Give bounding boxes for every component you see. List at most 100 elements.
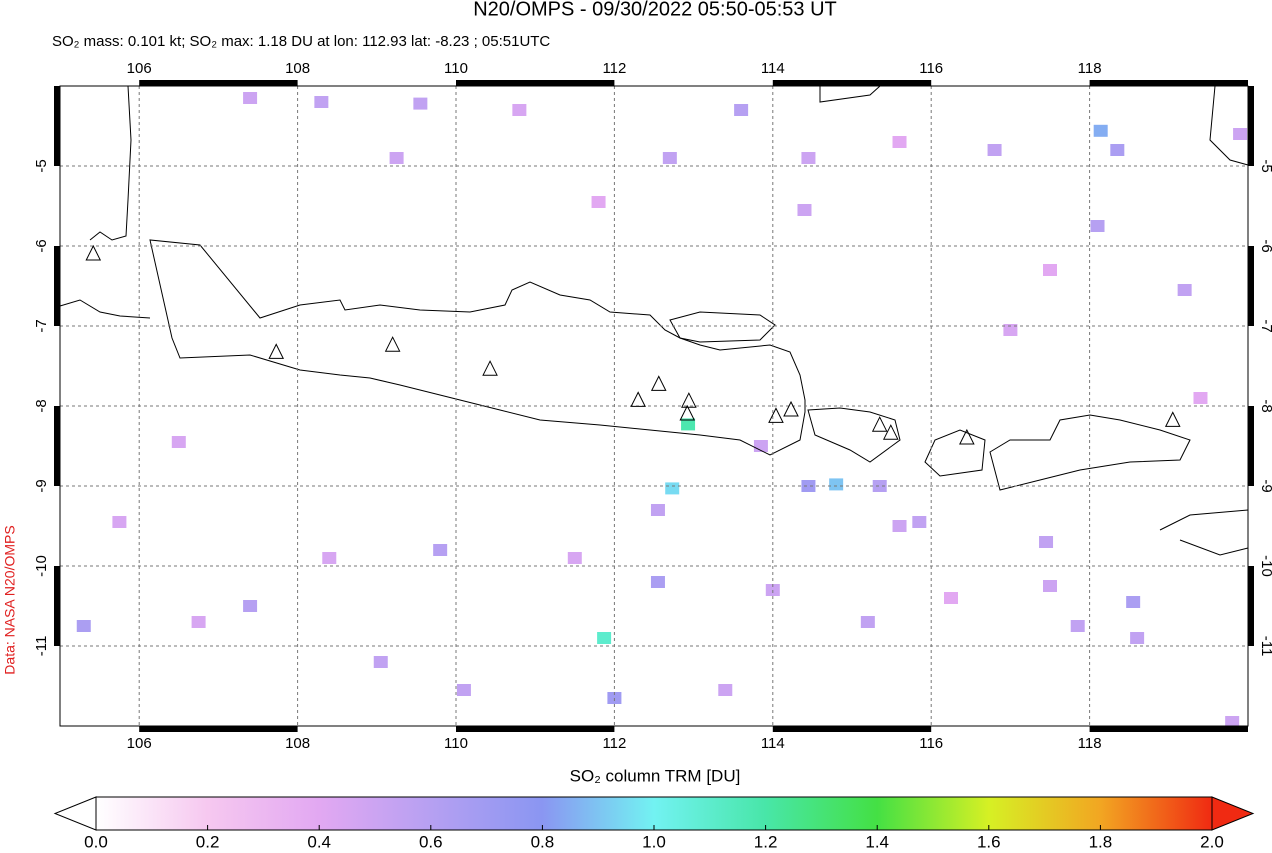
frame-bar bbox=[54, 86, 60, 166]
so2-pixel bbox=[860, 616, 875, 628]
so2-pixel bbox=[512, 104, 527, 116]
frame-bar bbox=[1089, 726, 1248, 732]
so2-pixel bbox=[987, 144, 1002, 156]
colorbar-low-arrow bbox=[53, 796, 97, 831]
frame-bar bbox=[54, 406, 60, 486]
so2-pixel bbox=[373, 656, 388, 668]
so2-pixel bbox=[322, 552, 337, 564]
coastline bbox=[819, 85, 881, 103]
y-tick-label: -6 bbox=[33, 239, 50, 252]
y-tick-label: -7 bbox=[1258, 319, 1272, 332]
coastlines bbox=[59, 85, 1249, 556]
coastline bbox=[59, 299, 151, 319]
colorbar-tick-label: 0.6 bbox=[419, 832, 443, 851]
x-tick-label: 106 bbox=[127, 735, 152, 752]
colorbar-tick-label: 0.8 bbox=[531, 832, 555, 851]
so2-pixel bbox=[76, 620, 91, 632]
colorbar-label: SO₂ column TRM [DU] bbox=[570, 766, 741, 785]
y-tick-label: -6 bbox=[1258, 239, 1272, 252]
volcano bbox=[1164, 411, 1181, 427]
coastline bbox=[989, 414, 1191, 491]
volcano bbox=[384, 336, 401, 352]
volcano bbox=[268, 343, 285, 359]
coastline bbox=[89, 85, 132, 241]
so2-pixel bbox=[650, 576, 665, 588]
y-tick-label: -9 bbox=[33, 479, 50, 492]
so2-pixel bbox=[243, 600, 258, 612]
colorbar-tick-label: 2.0 bbox=[1200, 832, 1224, 851]
so2-pixel bbox=[112, 516, 127, 528]
so2-pixel bbox=[1233, 128, 1248, 140]
volcano bbox=[85, 244, 102, 261]
y-tick-label: -10 bbox=[33, 555, 50, 577]
y-tick-label: -5 bbox=[1258, 159, 1272, 172]
frame-bar bbox=[456, 80, 615, 86]
so2-pixel bbox=[892, 520, 907, 532]
so2-pixel bbox=[567, 552, 582, 564]
frame-bar bbox=[456, 726, 615, 732]
so2-pixel bbox=[944, 592, 958, 604]
volcano bbox=[871, 416, 888, 432]
x-tick-label: 118 bbox=[1078, 735, 1102, 752]
frame-bar bbox=[1248, 566, 1254, 646]
so2-pixel bbox=[591, 196, 606, 208]
coastline bbox=[149, 239, 806, 456]
so2-pixel bbox=[872, 480, 887, 492]
so2-pixel bbox=[433, 544, 448, 556]
x-tick-label: 114 bbox=[761, 60, 785, 77]
x-tick-label: 108 bbox=[285, 735, 310, 752]
frame-bar bbox=[1089, 80, 1248, 86]
colorbar-tick-label: 1.2 bbox=[754, 832, 778, 851]
so2-pixel bbox=[1039, 536, 1054, 548]
so2-pixel bbox=[801, 480, 816, 492]
coastline bbox=[924, 429, 986, 477]
so2-pixel bbox=[665, 482, 680, 495]
coastline bbox=[807, 407, 901, 463]
so2-pixel bbox=[389, 152, 404, 164]
colorbar bbox=[95, 796, 1213, 831]
so2-pixel bbox=[801, 152, 816, 164]
volcano bbox=[650, 375, 667, 391]
colorbar-tick-label: 0.2 bbox=[196, 832, 220, 851]
so2-pixel bbox=[597, 632, 612, 644]
x-tick-label: 110 bbox=[444, 735, 468, 752]
x-tick-label: 112 bbox=[602, 735, 626, 752]
so2-pixel bbox=[797, 204, 812, 216]
so2-pixel bbox=[1090, 220, 1105, 232]
so2-pixel bbox=[1110, 144, 1125, 156]
colorbar-tick-label: 1.0 bbox=[642, 832, 666, 851]
so2-pixel bbox=[662, 152, 677, 164]
x-tick-label: 110 bbox=[444, 60, 468, 77]
so2-pixel bbox=[243, 92, 258, 104]
volcano bbox=[482, 360, 498, 376]
frame-bar bbox=[1248, 86, 1254, 166]
so2-pixel bbox=[1193, 392, 1208, 404]
so2-pixel bbox=[892, 136, 907, 148]
so2-pixel bbox=[1130, 632, 1145, 644]
so2-pixel bbox=[1043, 264, 1057, 276]
x-tick-label: 116 bbox=[919, 60, 943, 77]
credit: Data: NASA N20/OMPS bbox=[2, 525, 18, 674]
volcano bbox=[882, 424, 899, 440]
so2-pixel bbox=[1070, 620, 1085, 632]
chart-subtitle: SO₂ mass: 0.101 kt; SO₂ max: 1.18 DU at … bbox=[52, 33, 550, 50]
so2-pixel bbox=[912, 516, 927, 528]
coastline bbox=[669, 311, 776, 343]
frame-bar bbox=[139, 726, 298, 732]
y-tick-label: -9 bbox=[1258, 479, 1272, 492]
volcano bbox=[768, 407, 784, 423]
colorbar-tick-label: 1.6 bbox=[977, 832, 1001, 851]
so2-pixel bbox=[191, 616, 206, 628]
x-tick-label: 114 bbox=[761, 735, 785, 752]
frame-bar bbox=[772, 726, 932, 732]
so2-pixel bbox=[1177, 284, 1192, 296]
volcano bbox=[783, 400, 799, 417]
x-tick-label: 118 bbox=[1078, 60, 1102, 77]
frame-bar bbox=[772, 80, 932, 86]
so2-pixel bbox=[681, 418, 696, 431]
x-tick-label: 108 bbox=[285, 60, 310, 77]
x-tick-label: 112 bbox=[602, 60, 626, 77]
so2-pixel bbox=[456, 684, 471, 696]
frame-bar bbox=[1248, 246, 1254, 326]
